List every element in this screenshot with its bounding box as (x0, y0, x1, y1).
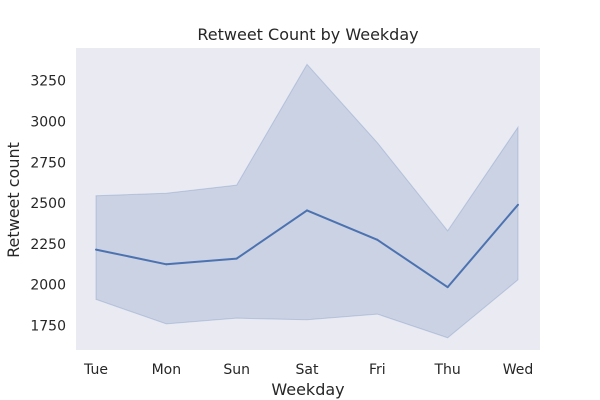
x-axis-label: Weekday (271, 380, 344, 399)
x-tick-label: Tue (83, 362, 108, 378)
x-tick-label: Thu (434, 362, 461, 378)
y-tick-label: 3000 (30, 114, 66, 130)
data-point-tue (95, 248, 97, 251)
y-tick-label: 2750 (30, 155, 66, 171)
y-tick-labels: 1750 2000 2250 2500 2750 3000 3250 (30, 74, 66, 335)
data-point-thu (446, 286, 449, 289)
data-point-mon (165, 263, 168, 266)
x-tick-label: Fri (369, 362, 386, 378)
x-tick-label: Sun (223, 362, 250, 378)
x-tick-label: Mon (152, 362, 182, 378)
y-tick-label: 2250 (30, 237, 66, 253)
data-point-sat (306, 209, 308, 212)
x-tick-label: Sat (296, 362, 319, 378)
confidence-band-group (95, 63, 519, 339)
y-tick-label: 1750 (30, 319, 66, 335)
y-tick-label: 3250 (30, 74, 66, 90)
data-point-sun (235, 257, 238, 260)
y-tick-label: 2500 (30, 196, 66, 212)
x-tick-labels: Tue Mon Sun Sat Fri Thu Wed (83, 362, 533, 378)
x-tick-label: Wed (503, 362, 534, 378)
plot-area (76, 48, 540, 350)
chart-title: Retweet Count by Weekday (197, 25, 418, 44)
series-line-group (95, 203, 519, 289)
data-point-fri (376, 238, 379, 241)
confidence-band (95, 63, 519, 339)
data-point-wed (517, 203, 519, 206)
y-tick-label: 2000 (30, 278, 66, 294)
y-axis-label: Retweet count (4, 142, 23, 258)
